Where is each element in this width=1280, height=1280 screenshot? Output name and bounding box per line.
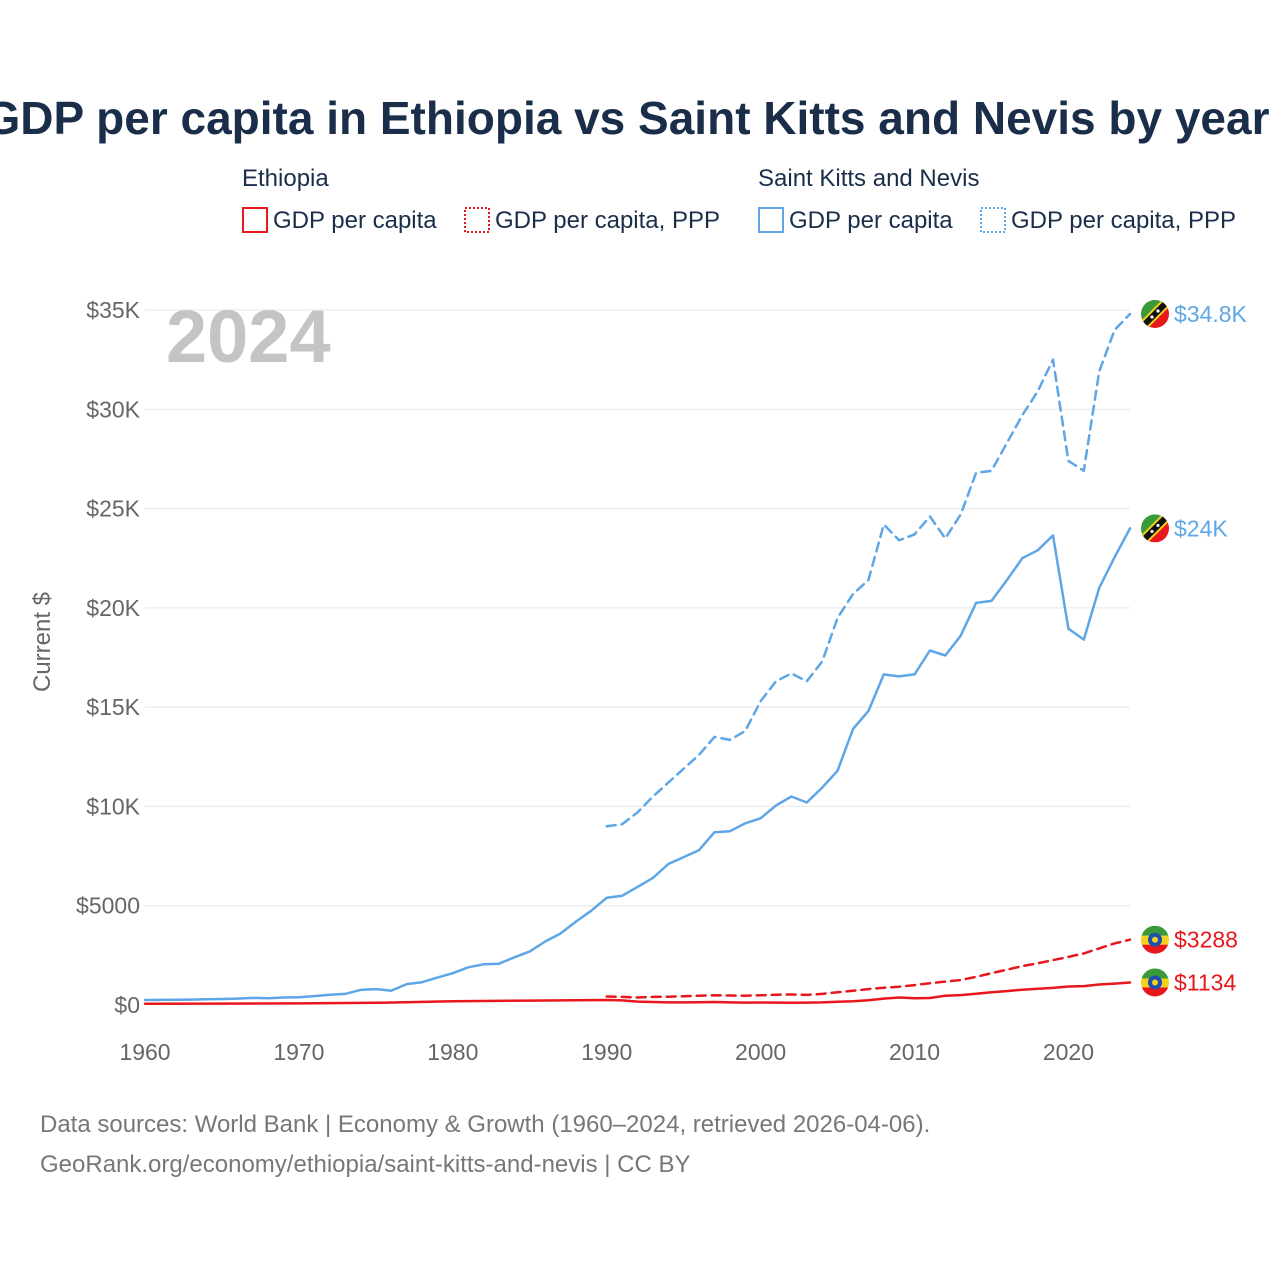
legend-swatch-ethiopia-gdp — [242, 207, 268, 233]
series-line — [605, 938, 1132, 999]
gridlines — [145, 309, 1130, 907]
end-value-label: $24K — [1174, 515, 1228, 541]
end-value-label: $3288 — [1174, 927, 1238, 953]
y-tick-label: $5000 — [76, 893, 140, 919]
x-tick-label: 2010 — [889, 1039, 940, 1065]
y-tick-label: $15K — [86, 694, 140, 720]
y-tick-label: $35K — [86, 297, 140, 323]
ethiopia-flag-icon — [1141, 968, 1169, 997]
x-axis-ticks: 1960 1970 1980 1990 2000 2010 2020 — [119, 1039, 1094, 1065]
chart-title: GDP per capita in Ethiopia vs Saint Kitt… — [0, 92, 1270, 144]
series-lines — [143, 312, 1132, 1006]
legend-swatch-ethiopia-ppp — [464, 207, 490, 233]
legend-label-ethiopia-gdp: GDP per capita — [273, 207, 437, 234]
legend-label-ethiopia-ppp: GDP per capita, PPP — [495, 207, 720, 234]
source-line-2: GeoRank.org/economy/ethiopia/saint-kitts… — [40, 1151, 691, 1178]
y-tick-label: $30K — [86, 396, 140, 422]
legend-swatch-skn-gdp — [758, 207, 784, 233]
legend-group-skn: Saint Kitts and Nevis — [758, 165, 979, 192]
legend-label-skn-ppp: GDP per capita, PPP — [1011, 207, 1236, 234]
x-tick-label: 1990 — [581, 1039, 632, 1065]
end-value-label: $34.8K — [1174, 301, 1248, 327]
end-markers: $34.8K $24K $3288 $1134 — [1141, 299, 1248, 997]
year-watermark: 2024 — [166, 295, 331, 378]
series-line — [143, 527, 1132, 1002]
end-value-label: $1134 — [1174, 969, 1236, 995]
saint-kitts-flag-icon — [1141, 514, 1169, 543]
saint-kitts-flag-icon — [1141, 299, 1169, 328]
x-tick-label: 1960 — [119, 1039, 170, 1065]
legend: Ethiopia Saint Kitts and Nevis GDP per c… — [242, 165, 1236, 234]
series-line — [143, 981, 1132, 1006]
ethiopia-flag-icon — [1141, 925, 1169, 954]
y-axis-label: Current $ — [29, 592, 56, 692]
y-tick-label: $20K — [86, 595, 140, 621]
x-tick-label: 1970 — [273, 1039, 324, 1065]
y-tick-label: $10K — [86, 793, 140, 819]
x-tick-label: 2020 — [1043, 1039, 1094, 1065]
x-tick-label: 2000 — [735, 1039, 786, 1065]
y-tick-label: $0 — [114, 992, 140, 1018]
legend-group-ethiopia: Ethiopia — [242, 165, 329, 192]
legend-label-skn-gdp: GDP per capita — [789, 207, 953, 234]
legend-swatch-skn-ppp — [980, 207, 1006, 233]
source-line-1: Data sources: World Bank | Economy & Gro… — [40, 1111, 930, 1138]
y-axis-ticks: $0 $5000 $10K $15K $20K $25K $30K $35K — [76, 297, 141, 1018]
y-tick-label: $25K — [86, 496, 140, 522]
x-tick-label: 1980 — [427, 1039, 478, 1065]
series-line — [605, 312, 1132, 828]
